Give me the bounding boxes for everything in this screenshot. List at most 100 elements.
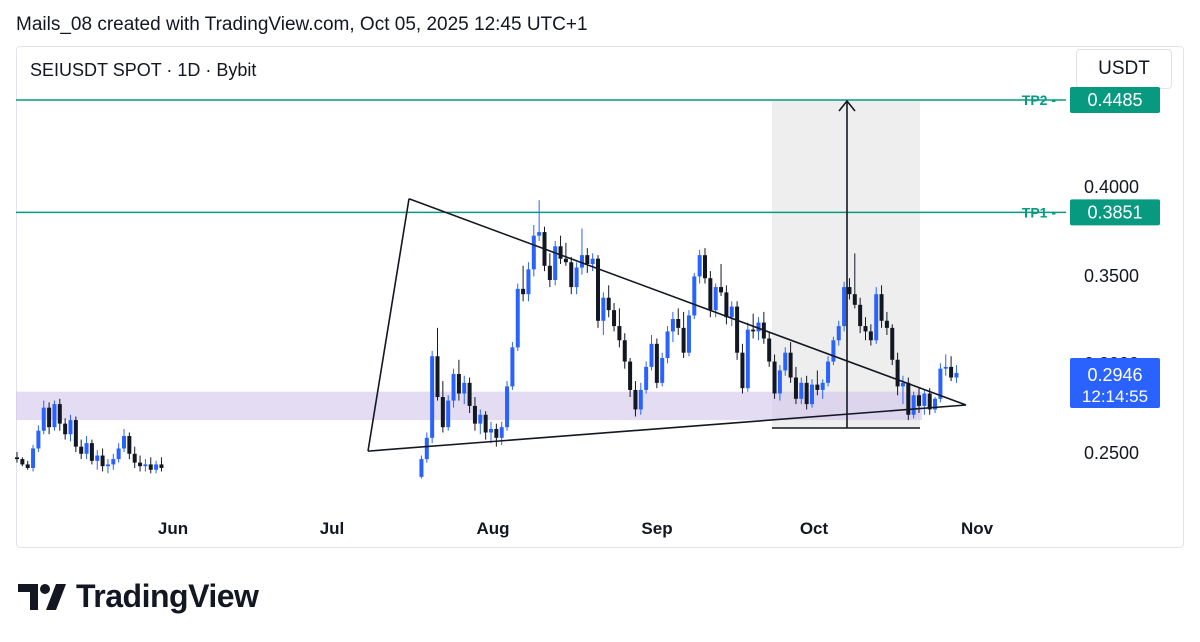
candle-body	[89, 443, 94, 461]
candle-body	[692, 276, 697, 316]
candle-body	[670, 319, 675, 332]
tp1-price-text: 0.3851	[1087, 202, 1142, 222]
candle-body	[472, 405, 477, 424]
candle-body	[804, 382, 809, 405]
candle-body	[868, 331, 873, 341]
candle-body	[531, 235, 536, 270]
candle-body	[440, 397, 445, 428]
candle-body	[890, 327, 895, 360]
candle-body	[483, 414, 488, 433]
candle-body	[949, 366, 954, 378]
candle-body	[815, 384, 820, 390]
candle-body	[863, 326, 868, 332]
tp2-label: TP2 -	[1022, 92, 1057, 108]
candle-body	[122, 436, 126, 449]
chart-caption: Mails_08 created with TradingView.com, O…	[16, 14, 588, 35]
tp2-price-text: 0.4485	[1087, 90, 1142, 110]
candle-body	[676, 319, 681, 328]
candle-body	[777, 370, 782, 394]
candle-body	[563, 258, 568, 263]
candle-body	[799, 382, 804, 399]
candle-body	[820, 382, 825, 390]
candle-body	[84, 443, 89, 454]
candle-body	[111, 459, 116, 465]
tradingview-logo-icon	[18, 583, 66, 610]
candle-body	[606, 297, 611, 311]
candle-body	[446, 400, 451, 428]
candle-body	[462, 382, 467, 394]
x-tick-jul: Jul	[320, 519, 345, 538]
candle-body	[900, 382, 905, 387]
candle-body	[63, 423, 68, 435]
candle-body	[451, 373, 456, 401]
candle-body	[467, 382, 472, 406]
tradingview-wordmark: TradingView	[76, 578, 259, 614]
triangle-upper-line	[408, 198, 967, 406]
candle-body	[767, 338, 772, 362]
candle-body	[489, 428, 493, 433]
triangle-lower-line	[367, 404, 967, 452]
candle-body	[654, 343, 659, 383]
y-tick-0-2500: 0.2500	[1084, 443, 1139, 463]
candle-body	[665, 331, 670, 359]
candle-body	[686, 315, 691, 353]
candle-body	[788, 352, 793, 378]
candle-body	[585, 255, 590, 265]
candle-body	[47, 407, 52, 428]
triangle-left-leg	[367, 198, 410, 452]
candle-body	[424, 437, 429, 460]
x-tick-jun: Jun	[158, 519, 188, 538]
candle-body	[943, 366, 948, 369]
candle-body	[154, 464, 159, 470]
candle-body	[638, 389, 643, 410]
candle-body	[793, 377, 798, 399]
candle-body	[73, 420, 78, 447]
candle-body	[419, 459, 424, 477]
candle-body	[601, 297, 606, 321]
candle-body	[596, 258, 600, 321]
candle-body	[20, 459, 25, 465]
candle-body	[590, 258, 595, 265]
candle-body	[644, 366, 649, 390]
candle-body	[68, 420, 73, 435]
candle-body	[494, 428, 499, 438]
countdown-text: 12:14:55	[1082, 387, 1148, 406]
candle-body	[842, 287, 847, 327]
candle-body	[569, 262, 574, 288]
candle-body	[79, 446, 84, 454]
candle-body	[927, 393, 932, 410]
candle-body	[31, 448, 36, 468]
candle-body	[159, 464, 164, 468]
y-tick-0-3500: 0.3500	[1084, 266, 1139, 286]
candle-body	[100, 455, 105, 467]
candle-body	[36, 430, 41, 449]
candle-body	[938, 368, 943, 399]
tradingview-logo[interactable]: TradingView	[18, 578, 259, 615]
candle-body	[895, 359, 900, 387]
candle-body	[831, 340, 836, 362]
candle-body	[558, 246, 563, 259]
candle-body	[138, 462, 143, 467]
tp1-price-badge	[1070, 199, 1160, 226]
candle-body	[15, 457, 19, 460]
candle-body	[917, 395, 921, 406]
y-tick-0-4000: 0.4000	[1084, 177, 1139, 197]
x-tick-sep: Sep	[641, 519, 672, 538]
candle-body	[622, 340, 627, 362]
candle-body	[660, 358, 665, 383]
candle-body	[478, 414, 483, 424]
candle-body	[132, 453, 137, 463]
candle-body	[57, 404, 62, 424]
candle-body	[116, 448, 121, 460]
tp2-price-badge	[1070, 86, 1160, 113]
candle-body	[435, 356, 440, 398]
candle-body	[906, 382, 911, 415]
candle-body	[911, 395, 916, 415]
symbol-title[interactable]: SEIUSDT SPOT · 1D · Bybit	[30, 60, 257, 80]
candle-body	[649, 343, 654, 367]
candle-body	[858, 304, 863, 327]
candle-body	[874, 294, 879, 341]
candle-body	[847, 287, 852, 295]
candle-body	[810, 384, 814, 405]
